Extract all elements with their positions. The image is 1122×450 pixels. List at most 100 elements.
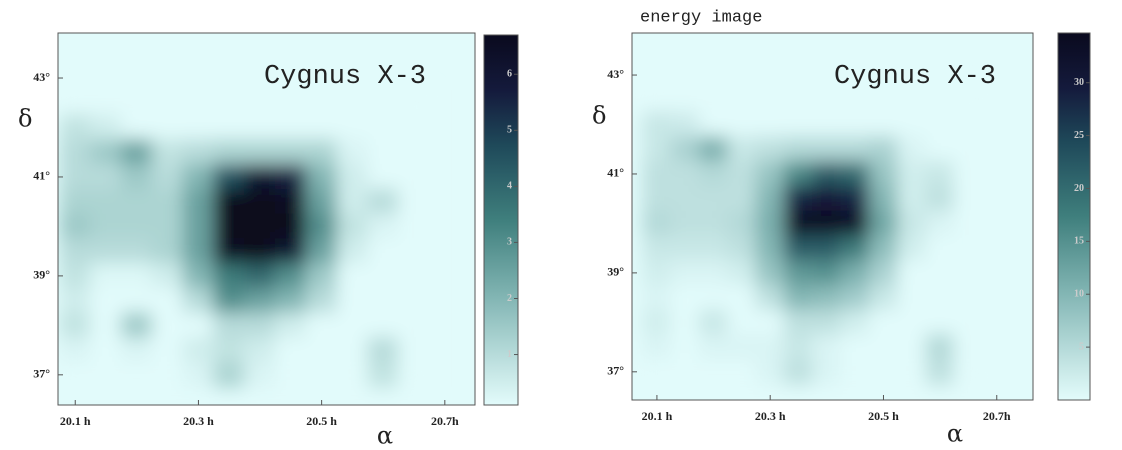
heatmap-cell xyxy=(367,213,400,240)
heatmap-cell xyxy=(59,114,92,141)
heatmap-cell xyxy=(274,287,307,314)
heatmap-cell xyxy=(727,358,757,385)
heatmap-cell xyxy=(698,136,729,163)
heatmap-cell xyxy=(755,161,785,187)
heatmap-cell xyxy=(727,136,757,163)
heatmap-cell xyxy=(897,86,927,113)
heatmap-cell xyxy=(367,238,400,265)
heatmap-cell xyxy=(642,309,672,336)
heatmap-cell xyxy=(182,213,215,240)
heatmap-cell xyxy=(274,188,307,215)
heatmap-cell xyxy=(727,309,757,336)
x-tick-label: 20.7h xyxy=(431,414,459,428)
heatmap xyxy=(642,86,984,385)
heatmap-cell xyxy=(305,287,338,314)
heatmap-cell xyxy=(698,161,729,187)
heatmap-cell xyxy=(305,114,338,141)
heatmap-cell xyxy=(670,334,700,360)
heatmap-cell xyxy=(244,89,276,116)
heatmap-cell xyxy=(670,210,700,237)
heatmap-cell xyxy=(244,287,276,314)
heatmap-cell xyxy=(812,161,842,187)
heatmap-cell xyxy=(868,235,899,262)
heatmap-cell xyxy=(953,111,984,138)
heatmap-cell xyxy=(398,238,430,265)
heatmap-cell xyxy=(812,111,842,138)
heatmap-cell xyxy=(398,287,430,314)
heatmap-cell xyxy=(244,139,276,166)
y-tick-label: 43° xyxy=(607,67,624,81)
heatmap-cell xyxy=(182,139,215,166)
heatmap-cell xyxy=(305,361,338,388)
heatmap-cell xyxy=(120,114,153,141)
heatmap-cell xyxy=(367,188,400,215)
heatmap-cell xyxy=(670,111,700,138)
heatmap-cell xyxy=(120,139,153,166)
heatmap-cell xyxy=(90,213,122,240)
heatmap-cell xyxy=(670,309,700,336)
colorbar-tick-label: 30 xyxy=(1074,77,1084,88)
heatmap-cell xyxy=(182,89,215,116)
heatmap-cell xyxy=(213,337,246,363)
heatmap-cell xyxy=(274,312,307,339)
heatmap-cell xyxy=(213,361,246,388)
heatmap-cell xyxy=(244,164,276,190)
heatmap-cell xyxy=(840,309,870,336)
heatmap-cell xyxy=(336,312,369,339)
heatmap-cell xyxy=(59,337,92,363)
heatmap-cell xyxy=(755,185,785,212)
heatmap-cell xyxy=(783,260,814,286)
heatmap-cell xyxy=(151,361,184,388)
heatmap-cell xyxy=(727,185,757,212)
plot-frame xyxy=(57,32,476,406)
heatmap-cell xyxy=(925,161,955,187)
heatmap-cell xyxy=(274,238,307,265)
heatmap-cell xyxy=(868,111,899,138)
heatmap-cell xyxy=(727,111,757,138)
y-tick-label: 41° xyxy=(33,169,50,183)
heatmap-cell xyxy=(897,210,927,237)
heatmap-cell xyxy=(151,139,184,166)
heatmap-cell xyxy=(90,188,122,215)
heatmap-cell xyxy=(336,361,369,388)
heatmap-cell xyxy=(868,260,899,286)
heatmap-cell xyxy=(868,185,899,212)
heatmap-cell xyxy=(244,263,276,289)
heatmap-cell xyxy=(642,111,672,138)
heatmap-cell xyxy=(120,263,153,289)
heatmap-cell xyxy=(305,337,338,363)
heatmap-cell xyxy=(213,213,246,240)
heatmap-cell xyxy=(868,136,899,163)
heatmap-cell xyxy=(783,309,814,336)
heatmap-cell xyxy=(953,210,984,237)
heatmap-cell xyxy=(670,136,700,163)
heatmap-cell xyxy=(755,284,785,311)
heatmap-cell xyxy=(755,334,785,360)
heatmap-cell xyxy=(305,213,338,240)
heatmap-cell xyxy=(642,235,672,262)
heatmap-cell xyxy=(698,210,729,237)
heatmap-cell xyxy=(336,213,369,240)
heatmap-cell xyxy=(151,312,184,339)
heatmap xyxy=(59,89,430,388)
heatmap-cell xyxy=(868,284,899,311)
heatmap-cell xyxy=(367,139,400,166)
heatmap-cell xyxy=(90,238,122,265)
heatmap-cell xyxy=(305,238,338,265)
heatmap-cell xyxy=(727,334,757,360)
heatmap-cell xyxy=(59,361,92,388)
heatmap-cell xyxy=(698,235,729,262)
colorbar-tick-label: 4 xyxy=(507,181,512,192)
colorbar-tick-label: 15 xyxy=(1074,236,1084,247)
heatmap-cell xyxy=(151,238,184,265)
heatmap-cell xyxy=(274,263,307,289)
heatmap-cell xyxy=(151,287,184,314)
heatmap-cell xyxy=(59,213,92,240)
heatmap-cell xyxy=(642,260,672,286)
heatmap-cell xyxy=(897,161,927,187)
heatmap-cell xyxy=(698,86,729,113)
y-tick-label: 43° xyxy=(33,70,50,84)
y-tick-label: 41° xyxy=(607,166,624,180)
